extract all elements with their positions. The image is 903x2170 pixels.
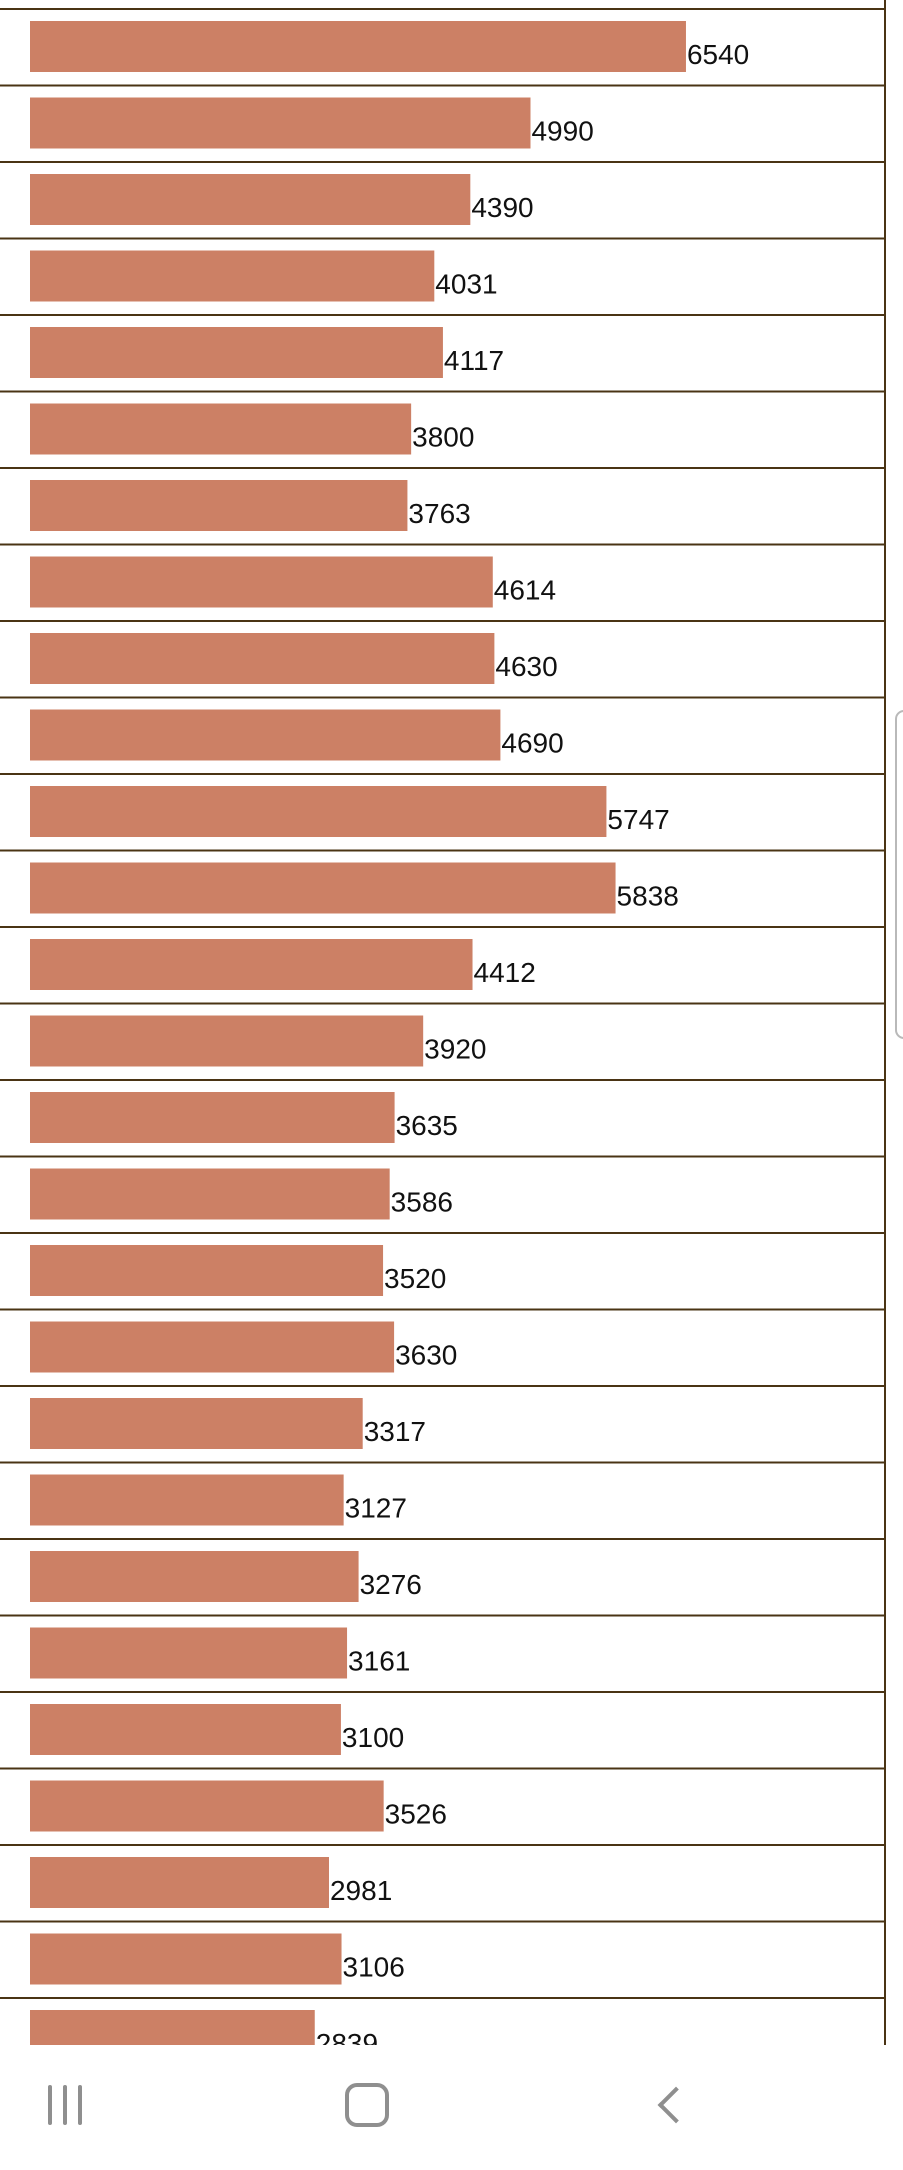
back-button[interactable] xyxy=(610,2065,730,2145)
bar-value-label: 4990 xyxy=(531,116,593,147)
bar xyxy=(30,1398,363,1449)
bar xyxy=(30,1474,344,1526)
bar xyxy=(30,862,616,914)
bar xyxy=(30,1321,395,1373)
bar-value-label: 3586 xyxy=(391,1187,453,1218)
bar xyxy=(30,2010,315,2045)
bar-value-label: 3106 xyxy=(343,1952,405,1983)
bar xyxy=(30,556,493,608)
home-icon xyxy=(345,2083,389,2127)
recent-apps-icon xyxy=(48,2085,82,2125)
bar-value-label: 3630 xyxy=(395,1340,457,1371)
bar-value-label: 3635 xyxy=(396,1110,458,1141)
bar xyxy=(30,1245,384,1296)
bar xyxy=(30,21,686,72)
bar-value-label: 5747 xyxy=(607,804,669,835)
bar xyxy=(30,1933,342,1985)
bar-value-label: 3127 xyxy=(345,1493,407,1524)
bar-value-label: 4614 xyxy=(494,575,556,606)
bar xyxy=(30,1857,329,1908)
bar-value-label: 3763 xyxy=(408,498,470,529)
bar xyxy=(30,709,501,761)
bar-value-label: 3920 xyxy=(424,1034,486,1065)
bar-value-label: 3100 xyxy=(342,1722,404,1753)
bar-chart: 6540 4990 4390 4031 4117 3800 3763 4614 4630 4690… xyxy=(0,0,886,2045)
bar-value-label: 4412 xyxy=(474,957,536,988)
bar xyxy=(30,97,531,149)
bar-value-label: 4690 xyxy=(501,728,563,759)
bar-value-label: 3800 xyxy=(412,422,474,453)
bar xyxy=(30,1551,359,1602)
bar-value-label: 3317 xyxy=(364,1416,426,1447)
chart-svg: 6540 4990 4390 4031 4117 3800 3763 4614 4630 4690… xyxy=(0,0,886,2045)
bar-value-label: 4117 xyxy=(444,345,504,376)
bar xyxy=(30,786,607,837)
bar-value-label: 4630 xyxy=(495,651,557,682)
bar xyxy=(30,250,435,302)
bar-value-label: 3161 xyxy=(348,1646,410,1677)
scrollbar-handle[interactable] xyxy=(895,710,903,1039)
recent-apps-button[interactable] xyxy=(5,2065,125,2145)
bar-value-label: 2981 xyxy=(330,1875,392,1906)
bar xyxy=(30,480,408,531)
bar-value-label: 4390 xyxy=(471,192,533,223)
bar xyxy=(30,1092,395,1143)
bar-value-label: 4031 xyxy=(435,269,497,300)
bar xyxy=(30,939,473,990)
bar xyxy=(30,174,471,225)
bar-value-label: 3276 xyxy=(360,1569,422,1600)
bar-value-label: 5838 xyxy=(617,881,679,912)
bar xyxy=(30,327,443,378)
home-button[interactable] xyxy=(307,2065,427,2145)
navigation-bar xyxy=(0,2045,903,2170)
bar xyxy=(30,1627,348,1679)
bar xyxy=(30,403,412,455)
back-icon xyxy=(657,2086,695,2124)
bar xyxy=(30,1780,384,1832)
bar-value-label: 3520 xyxy=(384,1263,446,1294)
bar-value-label: 6540 xyxy=(687,39,749,70)
bar-value-label: 3526 xyxy=(385,1799,447,1830)
bar xyxy=(30,1168,390,1220)
bar xyxy=(30,1704,341,1755)
bar-value-label: 2839 xyxy=(316,2028,378,2045)
bar xyxy=(30,1015,424,1067)
bar xyxy=(30,633,495,684)
